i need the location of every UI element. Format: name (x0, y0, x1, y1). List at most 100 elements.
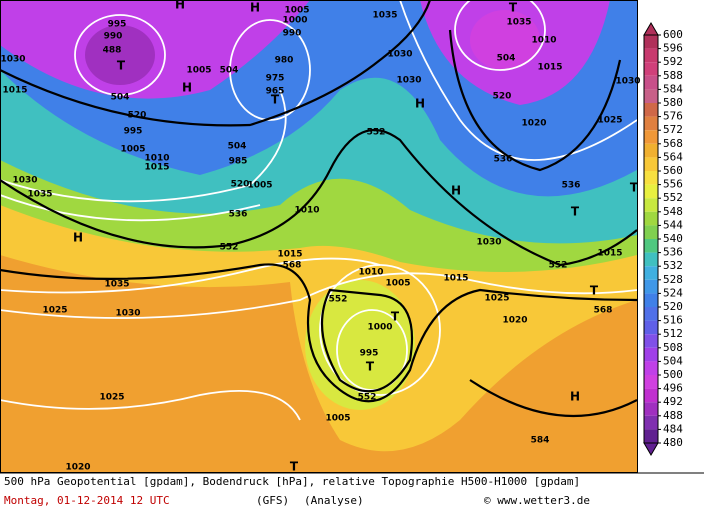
footer-description: 500 hPa Geopotential [gpdam], Bodendruck… (4, 475, 580, 488)
colorbar-band (644, 62, 658, 76)
contour-label: 1025 (597, 116, 622, 126)
colorbar-tick-label: 504 (663, 354, 683, 367)
contour-label: 1020 (65, 463, 90, 473)
contour-label: 1020 (521, 119, 546, 129)
contour-label: 990 (283, 29, 302, 39)
colorbar-tick-label: 496 (663, 382, 683, 395)
colorbar-band (644, 35, 658, 49)
pressure-center: T (509, 1, 518, 15)
contour-label: 1000 (282, 16, 307, 26)
contour-label: 1015 (2, 86, 27, 96)
colorbar-band (644, 130, 658, 144)
colorbar-tick-label: 480 (663, 436, 683, 449)
colorbar-band (644, 116, 658, 131)
contour-label: 1010 (294, 206, 319, 216)
contour-label: 520 (493, 92, 512, 102)
pressure-center: T (290, 460, 299, 474)
colorbar-band (644, 75, 658, 90)
pressure-center: T (117, 59, 126, 73)
contour-label: 552 (367, 128, 386, 138)
contour (448, 29, 622, 172)
colorbar: 6005965925885845805765725685645605565525… (643, 22, 683, 456)
contour-label: 1005 (186, 66, 211, 76)
colorbar-band (644, 143, 658, 158)
contour-label: 995 (124, 127, 143, 137)
colorbar-band (644, 239, 658, 253)
colorbar-band (644, 320, 658, 335)
isobar (454, 0, 546, 71)
isobar (0, 272, 638, 319)
colorbar-band (644, 103, 658, 117)
colorbar-tick-label: 580 (663, 96, 683, 109)
contour-label: 1025 (42, 306, 67, 316)
pressure-center: T (271, 93, 280, 107)
contour-label: 1015 (144, 163, 169, 173)
pressure-center: H (451, 184, 461, 198)
colorbar-tick-label: 540 (663, 232, 683, 245)
colorbar-tick-label: 600 (663, 28, 683, 41)
contour (0, 128, 638, 267)
colorbar-tick-label: 572 (663, 123, 683, 136)
contour-label: 1005 (247, 181, 272, 191)
contour-label: 1030 (12, 176, 37, 186)
contour-label: 1035 (104, 280, 129, 290)
isobar (0, 257, 381, 294)
contour-label: 1010 (358, 268, 383, 278)
contour-label: 568 (283, 261, 302, 271)
contour-label: 1030 (476, 238, 501, 248)
colorbar-band (644, 198, 658, 212)
colorbar-tick-label: 536 (663, 246, 683, 259)
colorbar-tick-label: 528 (663, 273, 683, 286)
contour-label: 1030 (0, 55, 25, 65)
contour-label: 1030 (115, 309, 140, 319)
colorbar-band (644, 279, 658, 294)
colorbar-tick-label: 560 (663, 164, 683, 177)
colorbar-tick-label: 508 (663, 341, 683, 354)
footer-date: Montag, 01-12-2014 12 UTC (4, 494, 170, 507)
colorbar-tick-label: 576 (663, 110, 683, 123)
colorbar-band (644, 375, 658, 389)
contour-label: 1035 (27, 190, 52, 200)
colorbar-band (644, 211, 658, 226)
contour-label: 1010 (531, 36, 556, 46)
colorbar-band (644, 266, 658, 280)
colorbar-tick-label: 544 (663, 218, 683, 231)
contour-label: 1005 (120, 145, 145, 155)
contour-label: 520 (231, 180, 250, 190)
colorbar-band (644, 89, 658, 103)
contour-label: 1015 (597, 249, 622, 259)
contour-label: 1015 (443, 274, 468, 284)
contour-label: 1035 (506, 18, 531, 28)
colorbar-band (644, 429, 658, 443)
contour (320, 288, 414, 393)
contour-label: 965 (266, 87, 285, 97)
contour-label: 584 (531, 436, 550, 446)
colorbar-band (644, 334, 658, 348)
contour-label: 552 (220, 243, 239, 253)
footer-credit: © www.wetter3.de (484, 494, 590, 507)
contour-label: 504 (111, 93, 130, 103)
deep-low-east (470, 10, 540, 70)
purple-field-west (0, 0, 310, 99)
colorbar-tick-label: 568 (663, 137, 683, 150)
colorbar-band (644, 171, 658, 185)
colorbar-band (644, 293, 658, 307)
deep-low (85, 25, 155, 85)
colorbar-band (644, 48, 658, 63)
colorbar-tick-label: 484 (663, 422, 683, 435)
colorbar-tick-label: 552 (663, 191, 683, 204)
colorbar-band (644, 388, 658, 403)
footer-run: (Analyse) (304, 494, 364, 507)
contour-label: 1035 (372, 11, 397, 21)
pressure-center: T (590, 284, 599, 298)
colorbar-tick-label: 520 (663, 300, 683, 313)
contour-label: 1030 (615, 77, 640, 87)
colorbar-tick-label: 564 (663, 150, 683, 163)
contour-label: 536 (229, 210, 248, 220)
contour-label: 568 (594, 306, 613, 316)
contour-label: 990 (104, 32, 123, 42)
colorbar-tick-label: 556 (663, 178, 683, 191)
